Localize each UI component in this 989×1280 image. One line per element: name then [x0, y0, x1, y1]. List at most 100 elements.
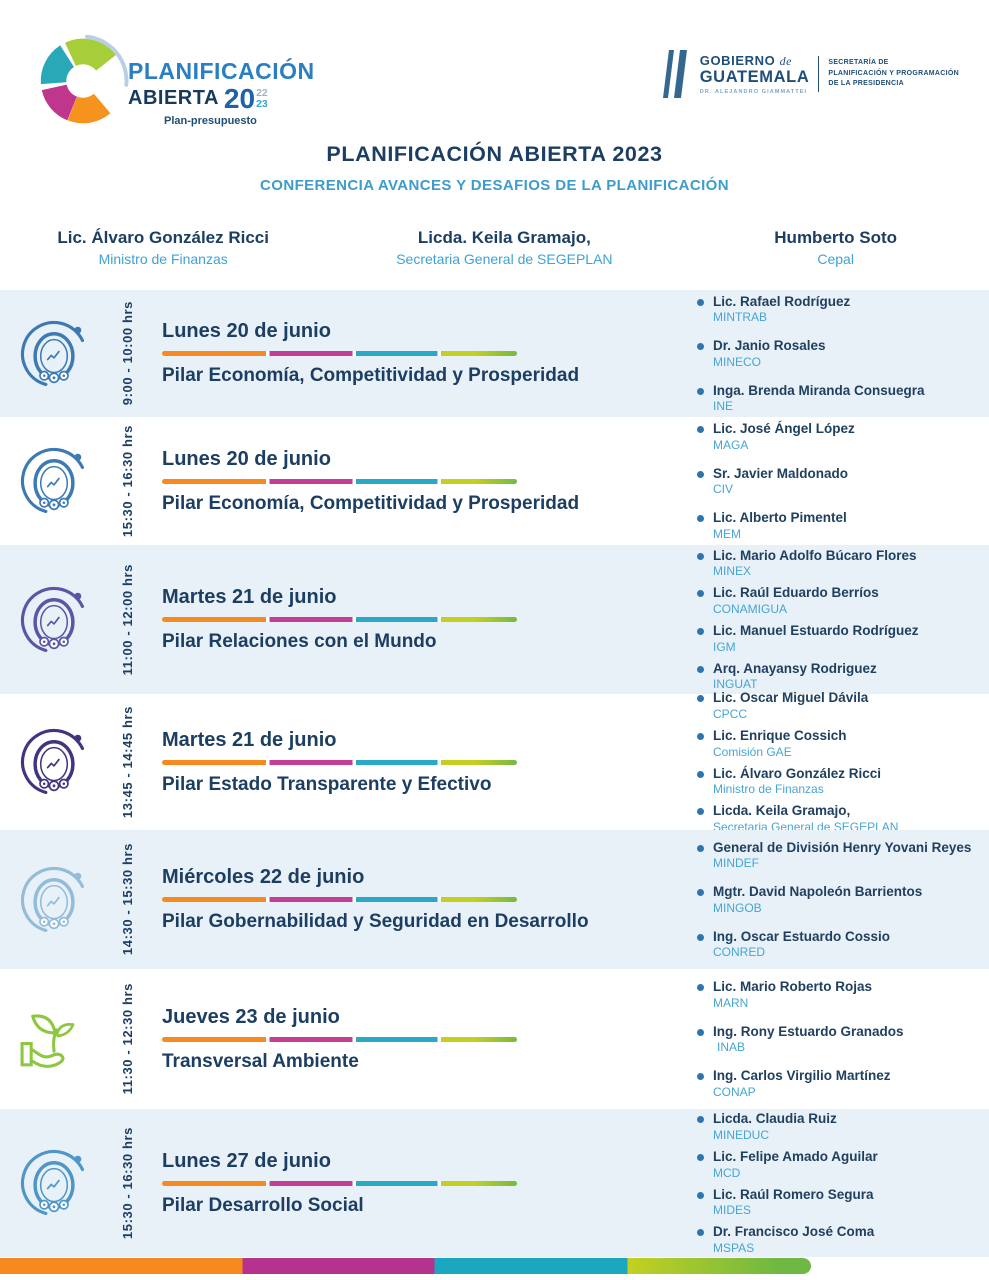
speaker-org: MINGOB [713, 900, 762, 915]
gradient-divider [162, 351, 517, 356]
speaker-org: CPCC [713, 706, 748, 721]
speaker-org: CONAP [713, 1084, 756, 1099]
bullet-icon [697, 552, 704, 560]
bullet-icon [697, 808, 704, 816]
session-row-2: 15:30 - 16:30 hrs Lunes 20 de junio Pila… [0, 417, 989, 545]
bullet-icon [697, 298, 704, 306]
speaker-name: Licda. Keila Gramajo, [713, 803, 851, 819]
speaker-item: Arq. Anayansy Rodriguez INGUAT [697, 661, 983, 691]
speaker-name: Lic. Raúl Eduardo Berríos [713, 585, 879, 601]
session-time: 11:00 - 12:00 hrs [119, 563, 135, 676]
speaker-item: Mgtr. David Napoleón Barrientos MINGOB [697, 884, 983, 915]
session-date: Lunes 20 de junio [162, 447, 331, 470]
speaker-org: IGM [713, 639, 736, 654]
bullet-icon [697, 1028, 704, 1036]
speaker-name: Lic. Rafael Rodríguez [713, 293, 851, 309]
speaker-item: Sr. Javier Maldonado CIV [697, 466, 983, 496]
speaker-item: Lic. Álvaro González Ricci Ministro de Fi… [697, 765, 983, 797]
speaker-name: Lic. Oscar Miguel Dávila [713, 690, 869, 706]
secretariat-line-2: PLANIFICACIÓN Y PROGRAMACIÓN [828, 69, 959, 77]
bullet-icon [697, 343, 704, 351]
speaker-item: Ing. Rony Estuardo Granados INAB [697, 1023, 983, 1055]
host-2: Licda. Keila Gramajo, Secretaria General… [326, 228, 682, 267]
speaker-org: Ministro de Finanzas [713, 782, 824, 797]
transparent-state-seal-icon [19, 727, 89, 797]
speaker-org: CONAMIGUA [713, 602, 788, 616]
session-row-7: 15:30 - 16:30 hrs Lunes 27 de junio Pila… [0, 1109, 989, 1257]
speaker-item: Lic. Raúl Eduardo Berríos CONAMIGUA [697, 585, 983, 616]
gradient-divider [162, 1180, 517, 1186]
logo-tagline: Plan-presupuesto [164, 115, 257, 128]
speaker-org: INE [713, 399, 734, 414]
session-time: 15:30 - 16:30 hrs [119, 1126, 135, 1240]
bullet-icon [697, 426, 704, 434]
pinwheel-logo-icon [26, 22, 144, 140]
speaker-item: Lic. José Ángel López MAGA [697, 421, 983, 452]
session-date: Lunes 27 de junio [162, 1149, 331, 1172]
gradient-divider [162, 478, 517, 484]
speaker-org: MINTRAB [713, 310, 767, 325]
host-name: Humberto Soto [774, 228, 898, 247]
bullet-icon [697, 470, 704, 478]
session-pillar: Pilar Economía, Competitividad y Prosper… [162, 365, 580, 386]
government-bars-icon [661, 48, 691, 100]
bullet-icon [697, 590, 704, 598]
speaker-item: Ing. Carlos Virgilio Martínez CONAP [697, 1068, 983, 1099]
speaker-item: Lic. Oscar Miguel Dávila CPCC [697, 690, 983, 721]
gov-word-de: de [779, 54, 793, 69]
event-logo: PLANIFICACIÓN ABIERTA 20 22 23 Plan-pres… [26, 22, 315, 140]
bullet-icon [697, 1191, 704, 1199]
bullet-icon [697, 628, 704, 635]
speaker-name: Lic. Alberto Pimentel [713, 510, 847, 526]
speaker-org: MCD [713, 1165, 741, 1180]
session-date: Martes 21 de junio [162, 586, 337, 608]
logo-year-23: 23 [256, 97, 268, 110]
speaker-org: MAGA [713, 437, 749, 452]
session-row-5: 14:30 - 15:30 hrs Miércoles 22 de junio … [0, 830, 989, 969]
speaker-org: MSPAS [713, 1240, 755, 1255]
page-title: PLANIFICACIÓN ABIERTA 2023 [326, 142, 663, 166]
speaker-org: MINDEF [713, 856, 759, 871]
speaker-org: INAB [717, 1040, 746, 1055]
session-pillar: Pilar Estado Transparente y Efectivo [162, 773, 492, 795]
speaker-name: Lic. Mario Adolfo Búcaro Flores [713, 547, 917, 563]
speaker-item: Lic. Raúl Romero Segura MIDES [697, 1187, 983, 1217]
host-role: Cepal [817, 251, 854, 267]
speaker-item: Dr. Francisco José Coma MSPAS [697, 1224, 983, 1255]
session-time: 15:30 - 16:30 hrs [119, 424, 135, 538]
gov-president-line: DR. ALEJANDRO GIAMMATTEI [699, 88, 808, 95]
bullet-icon [697, 515, 704, 523]
speaker-item: Licda. Keila Gramajo, Secretaria General … [697, 803, 983, 834]
speaker-org: MINEDUC [713, 1127, 769, 1142]
government-logo: GOBIERNO de GUATEMALA DR. ALEJANDRO GIAM… [661, 48, 959, 100]
bullet-icon [697, 665, 704, 673]
speaker-org: MEM [713, 526, 741, 541]
host-role: Ministro de Finanzas [98, 251, 228, 267]
session-date: Martes 21 de junio [162, 728, 337, 751]
gov-word-guatemala: GUATEMALA [699, 68, 810, 87]
economy-pillar-seal-icon [19, 446, 89, 516]
hosts-row: Lic. Álvaro González Ricci Ministro de F… [0, 228, 989, 267]
secretariat-line-1: SECRETARÍA DE [828, 58, 889, 66]
bullet-icon [697, 732, 704, 740]
speaker-name: General de División Henry Yovani Reyes [713, 839, 972, 855]
speaker-org: Comisión GAE [713, 744, 792, 759]
session-row-1: 9:00 - 10:00 hrs Lunes 20 de junio Pilar… [0, 290, 989, 417]
speaker-name: Ing. Rony Estuardo Granados [713, 1023, 904, 1039]
speaker-item: Lic. Rafael Rodríguez MINTRAB [697, 293, 983, 325]
speaker-name: Lic. Álvaro González Ricci [713, 765, 882, 781]
speaker-name: Lic. Felipe Amado Aguilar [713, 1148, 878, 1164]
session-date: Jueves 23 de junio [162, 1005, 340, 1028]
speaker-item: Inga. Brenda Miranda Consuegra INE [697, 383, 983, 414]
session-time: 9:00 - 10:00 hrs [119, 301, 135, 406]
speaker-name: Ing. Carlos Virgilio Martínez [713, 1068, 891, 1084]
bullet-icon [697, 1116, 704, 1124]
speaker-item: Lic. Mario Roberto Rojas MARN [697, 979, 983, 1010]
speaker-name: Dr. Janio Rosales [713, 338, 826, 354]
gov-word-gobierno: GOBIERNO [699, 53, 776, 69]
page-subtitle: CONFERENCIA AVANCES Y DESAFIOS DE LA PLA… [260, 177, 729, 194]
host-name: Licda. Keila Gramajo, [417, 228, 591, 247]
speaker-item: Ing. Oscar Estuardo Cossio CONRED [697, 929, 983, 960]
speaker-org: CONRED [713, 945, 766, 960]
